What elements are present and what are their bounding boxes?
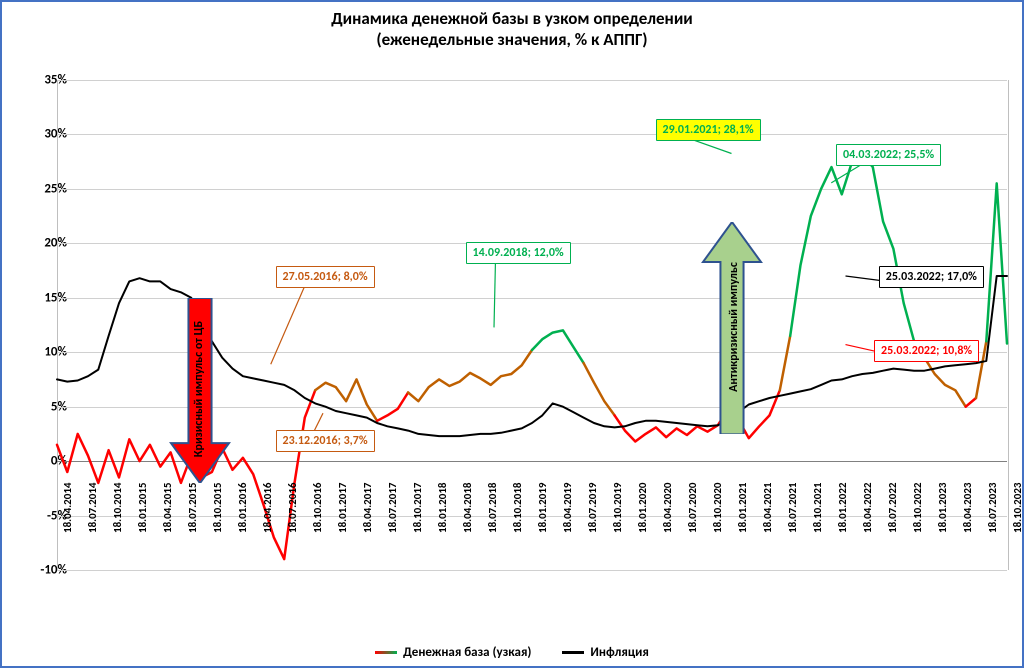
legend-item-money-base: Денежная база (узкая) <box>375 645 531 660</box>
x-tick-label: 18.07.2020 <box>686 483 699 533</box>
x-tick-label: 18.01.2023 <box>936 483 949 533</box>
x-tick-label: 18.01.2017 <box>336 483 349 533</box>
title-line2: (еженедельные значения, % к АППГ) <box>376 29 647 50</box>
legend-swatch-money-base <box>375 651 397 654</box>
x-tick-label: 18.10.2014 <box>111 483 124 533</box>
x-tick-label: 18.01.2021 <box>736 483 749 533</box>
x-tick-label: 18.04.2022 <box>861 483 874 533</box>
x-tick-label: 18.07.2015 <box>186 483 199 533</box>
x-tick-label: 18.10.2020 <box>711 483 724 533</box>
x-tick-label: 18.04.2019 <box>561 483 574 533</box>
x-tick-label: 18.10.2016 <box>311 483 324 533</box>
x-tick-label: 18.04.2018 <box>461 483 474 533</box>
x-tick-label: 18.01.2015 <box>136 483 149 533</box>
legend-label-inflation: Инфляция <box>590 645 648 660</box>
x-tick-label: 18.07.2022 <box>886 483 899 533</box>
x-tick-label: 18.01.2022 <box>836 483 849 533</box>
x-tick-label: 18.01.2016 <box>236 483 249 533</box>
x-tick-label: 18.07.2023 <box>986 483 999 533</box>
x-tick-label: 18.01.2019 <box>536 483 549 533</box>
x-tick-label: 18.10.2019 <box>611 483 624 533</box>
legend-swatch-inflation <box>562 651 584 654</box>
x-tick-label: 18.04.2015 <box>161 483 174 533</box>
x-tick-label: 18.10.2023 <box>1011 483 1024 533</box>
x-tick-label: 18.04.2016 <box>261 483 274 533</box>
x-tick-label: 18.04.2020 <box>661 483 674 533</box>
x-tick-label: 18.07.2014 <box>86 483 99 533</box>
x-tick-label: 18.07.2021 <box>786 483 799 533</box>
x-tick-label: 18.10.2018 <box>511 483 524 533</box>
x-tick-label: 18.04.2021 <box>761 483 774 533</box>
legend-label-money-base: Денежная база (узкая) <box>403 645 531 660</box>
x-tick-label: 18.10.2017 <box>411 483 424 533</box>
x-tick-label: 18.07.2016 <box>286 483 299 533</box>
x-tick-label: 18.10.2021 <box>811 483 824 533</box>
legend: Денежная база (узкая) Инфляция <box>2 643 1022 660</box>
x-tick-label: 18.04.2017 <box>361 483 374 533</box>
x-axis-labels: 18.04.2014 18.07.2014 18.10.2014 18.01.2015… <box>57 84 1007 574</box>
x-tick-label: 18.01.2018 <box>436 483 449 533</box>
chart-title: Динамика денежной базы в узком определен… <box>2 8 1022 51</box>
x-tick-label: 18.04.2014 <box>61 483 74 533</box>
x-tick-label: 18.10.2015 <box>211 483 224 533</box>
legend-item-inflation: Инфляция <box>562 645 648 660</box>
x-tick-label: 18.07.2018 <box>486 483 499 533</box>
chart-frame: Динамика денежной базы в узком определен… <box>0 0 1024 668</box>
x-tick-label: 18.07.2019 <box>586 483 599 533</box>
x-tick-label: 18.04.2023 <box>961 483 974 533</box>
x-tick-label: 18.01.2020 <box>636 483 649 533</box>
x-tick-label: 18.10.2022 <box>911 483 924 533</box>
x-tick-label: 18.07.2017 <box>386 483 399 533</box>
title-line1: Динамика денежной базы в узком определен… <box>331 8 693 29</box>
